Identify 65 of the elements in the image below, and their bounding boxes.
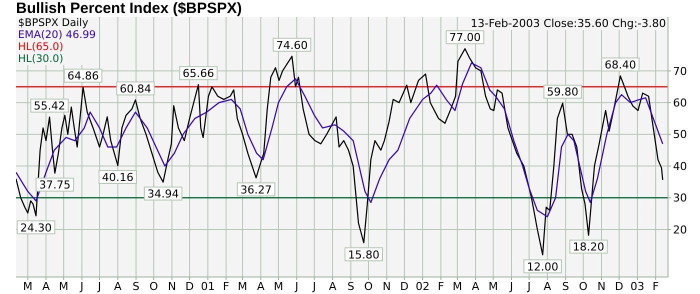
x-tick-label: F: [438, 280, 444, 293]
x-tick-label: 02: [416, 280, 430, 293]
x-tick-label: S: [347, 280, 354, 293]
x-tick-label: D: [400, 280, 409, 293]
y-tick-label: 20: [673, 223, 687, 236]
x-tick-label: A: [472, 280, 480, 293]
x-tick-label: S: [562, 280, 570, 293]
x-tick-label: J: [508, 280, 514, 293]
x-tick-label: D: [185, 280, 194, 293]
ref-line-label: HL(65.0): [18, 41, 64, 53]
annotation: 64.86: [67, 70, 99, 83]
x-tick-label: J: [312, 280, 316, 293]
annotation: 13-Feb-2003 Close:35.60 Chg:-3.80: [470, 17, 666, 30]
x-tick-label: M: [274, 280, 284, 293]
x-tick-label: O: [149, 280, 158, 293]
x-tick-label: O: [364, 280, 374, 293]
x-tick-label: M: [452, 280, 462, 293]
x-tick-label: 01: [200, 280, 215, 293]
annotation: 77.00: [449, 31, 481, 44]
x-tick-label: A: [544, 280, 552, 293]
y-tick-label: 50: [673, 128, 687, 142]
x-tick-label: A: [328, 280, 337, 293]
x-tick-label: J: [526, 280, 531, 293]
annotation: 34.94: [147, 188, 179, 201]
annotation: 65.66: [182, 67, 214, 80]
x-tick-label: M: [238, 280, 248, 293]
annotation: 18.20: [572, 240, 604, 254]
annotation: 68.40: [604, 58, 636, 72]
x-tick-label: N: [168, 280, 176, 293]
x-tick-label: A: [257, 280, 266, 293]
y-tick-label: 70: [673, 64, 687, 78]
x-tick-label: M: [58, 280, 68, 293]
text: $BPSPX Daily: [18, 17, 90, 29]
x-tick-label: N: [382, 280, 391, 293]
x-tick-label: M: [488, 280, 498, 293]
annotation: 60.84: [120, 82, 152, 96]
text: EMA(20) 46.99: [18, 29, 96, 41]
line-series: [16, 62, 664, 218]
annotation: 12.00: [526, 260, 558, 274]
x-tick-label: J: [294, 280, 298, 293]
y-tick-label: 30: [673, 192, 687, 205]
annotation: 36.27: [240, 183, 272, 196]
annotation: 37.75: [39, 178, 71, 192]
x-tick-label: F: [222, 280, 230, 293]
x-tick-label: D: [614, 280, 624, 293]
ref-line-label: HL(30.0): [18, 53, 64, 65]
y-tick-label: 40: [673, 160, 687, 173]
y-tick-label: 60: [673, 96, 687, 110]
x-tick-label: S: [132, 280, 140, 293]
annotation: 74.60: [276, 38, 308, 52]
x-tick-label: 03: [630, 280, 644, 293]
x-tick-label: A: [114, 280, 122, 293]
annotation: 15.80: [348, 248, 380, 262]
x-tick-label: M: [23, 280, 33, 293]
x-tick-label: J: [96, 280, 102, 293]
x-tick-label: F: [652, 280, 659, 293]
x-tick-label: N: [597, 280, 606, 293]
chart-title: Bullish Percent Index ($BPSPX): [16, 0, 242, 17]
annotation: 24.30: [20, 221, 52, 234]
x-tick-label: J: [79, 280, 84, 293]
annotation: 40.16: [102, 171, 134, 184]
annotation: 55.42: [34, 100, 66, 113]
x-tick-label: A: [42, 280, 50, 293]
annotation: 59.80: [546, 86, 578, 99]
x-tick-label: O: [578, 280, 588, 293]
